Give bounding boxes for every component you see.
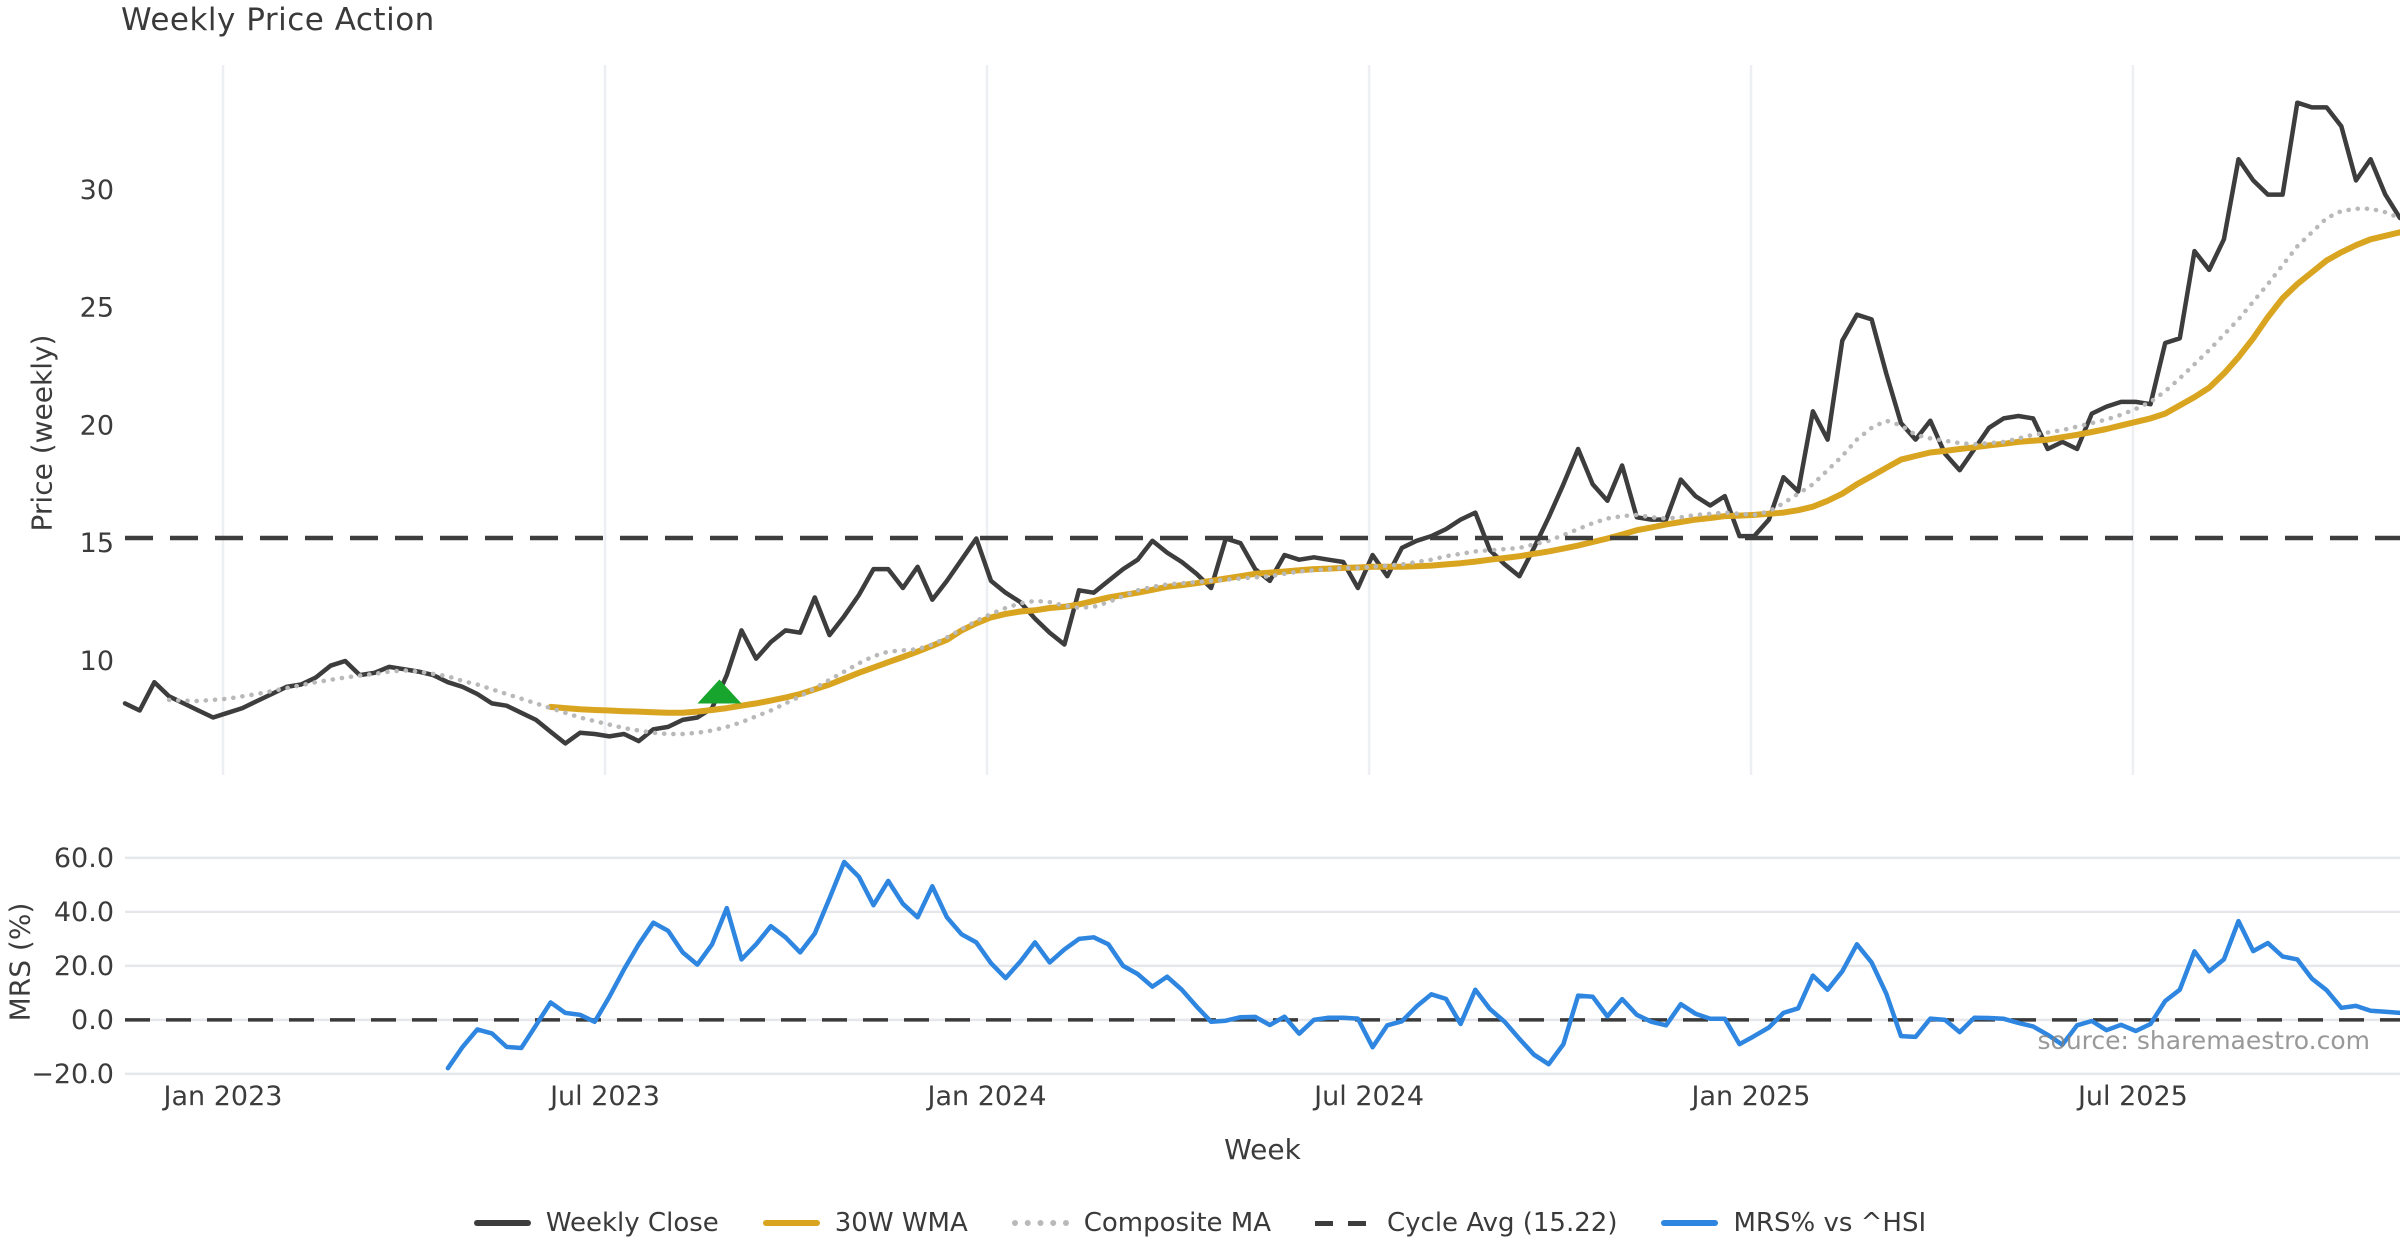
x-tick-label: Jul 2024	[1312, 1081, 1424, 1112]
legend-marker-cycle_avg	[1315, 1220, 1372, 1226]
mrs-y-tick-label: 60.0	[54, 843, 114, 874]
x-tick-label: Jan 2023	[162, 1081, 283, 1112]
series-composite	[166, 206, 2400, 737]
mrs-y-tick-label: 20.0	[54, 951, 114, 982]
mrs-y-tick-label: 0.0	[71, 1005, 114, 1036]
mrs-y-tick-label: 40.0	[54, 897, 114, 928]
legend-marker-mrs	[1661, 1220, 1719, 1226]
series-wma30	[547, 229, 2400, 716]
x-tick-label: Jan 2024	[926, 1081, 1047, 1112]
source-watermark: source: sharemaestro.com	[2037, 1026, 2371, 1055]
mrs-y-axis-title: MRS (%)	[3, 902, 37, 1022]
x-tick-label: Jul 2023	[548, 1081, 660, 1112]
price-y-axis-title: Price (weekly)	[25, 334, 59, 532]
x-axis-title: Week	[1224, 1133, 1301, 1166]
series-weekly_close	[122, 100, 2400, 746]
legend-label-wma30: 30W WMA	[834, 1208, 968, 1238]
chart-title: Weekly Price Action	[121, 2, 435, 38]
legend-item-composite: Composite MA	[1011, 1208, 1271, 1238]
legend: Weekly Close 30W WMA Composite MA Cycle Avg…	[0, 1208, 2400, 1238]
legend-item-mrs: MRS% vs ^HSI	[1661, 1208, 1926, 1238]
legend-item-cycle_avg: Cycle Avg (15.22)	[1315, 1208, 1617, 1238]
price-y-tick-label: 15	[80, 528, 114, 559]
price-y-tick-label: 10	[80, 646, 114, 677]
legend-marker-weekly_close	[473, 1220, 531, 1226]
legend-item-wma30: 30W WMA	[762, 1208, 968, 1238]
mrs-y-tick-label: −20.0	[31, 1059, 114, 1090]
legend-label-weekly_close: Weekly Close	[545, 1208, 719, 1238]
price-y-tick-label: 25	[80, 293, 114, 324]
legend-marker-wma30	[762, 1220, 820, 1226]
buy-signal-marker	[697, 679, 742, 704]
series-mrs	[445, 859, 2400, 1071]
legend-item-weekly_close: Weekly Close	[473, 1208, 719, 1238]
legend-label-composite: Composite MA	[1083, 1208, 1271, 1238]
legend-marker-composite	[1011, 1220, 1069, 1226]
x-tick-label: Jan 2025	[1690, 1081, 1811, 1112]
x-tick-label: Jul 2025	[2076, 1081, 2188, 1112]
price-y-tick-label: 20	[80, 410, 114, 441]
legend-label-mrs: MRS% vs ^HSI	[1733, 1208, 1927, 1238]
price-y-tick-label: 30	[80, 175, 114, 206]
legend-label-cycle_avg: Cycle Avg (15.22)	[1387, 1208, 1618, 1238]
